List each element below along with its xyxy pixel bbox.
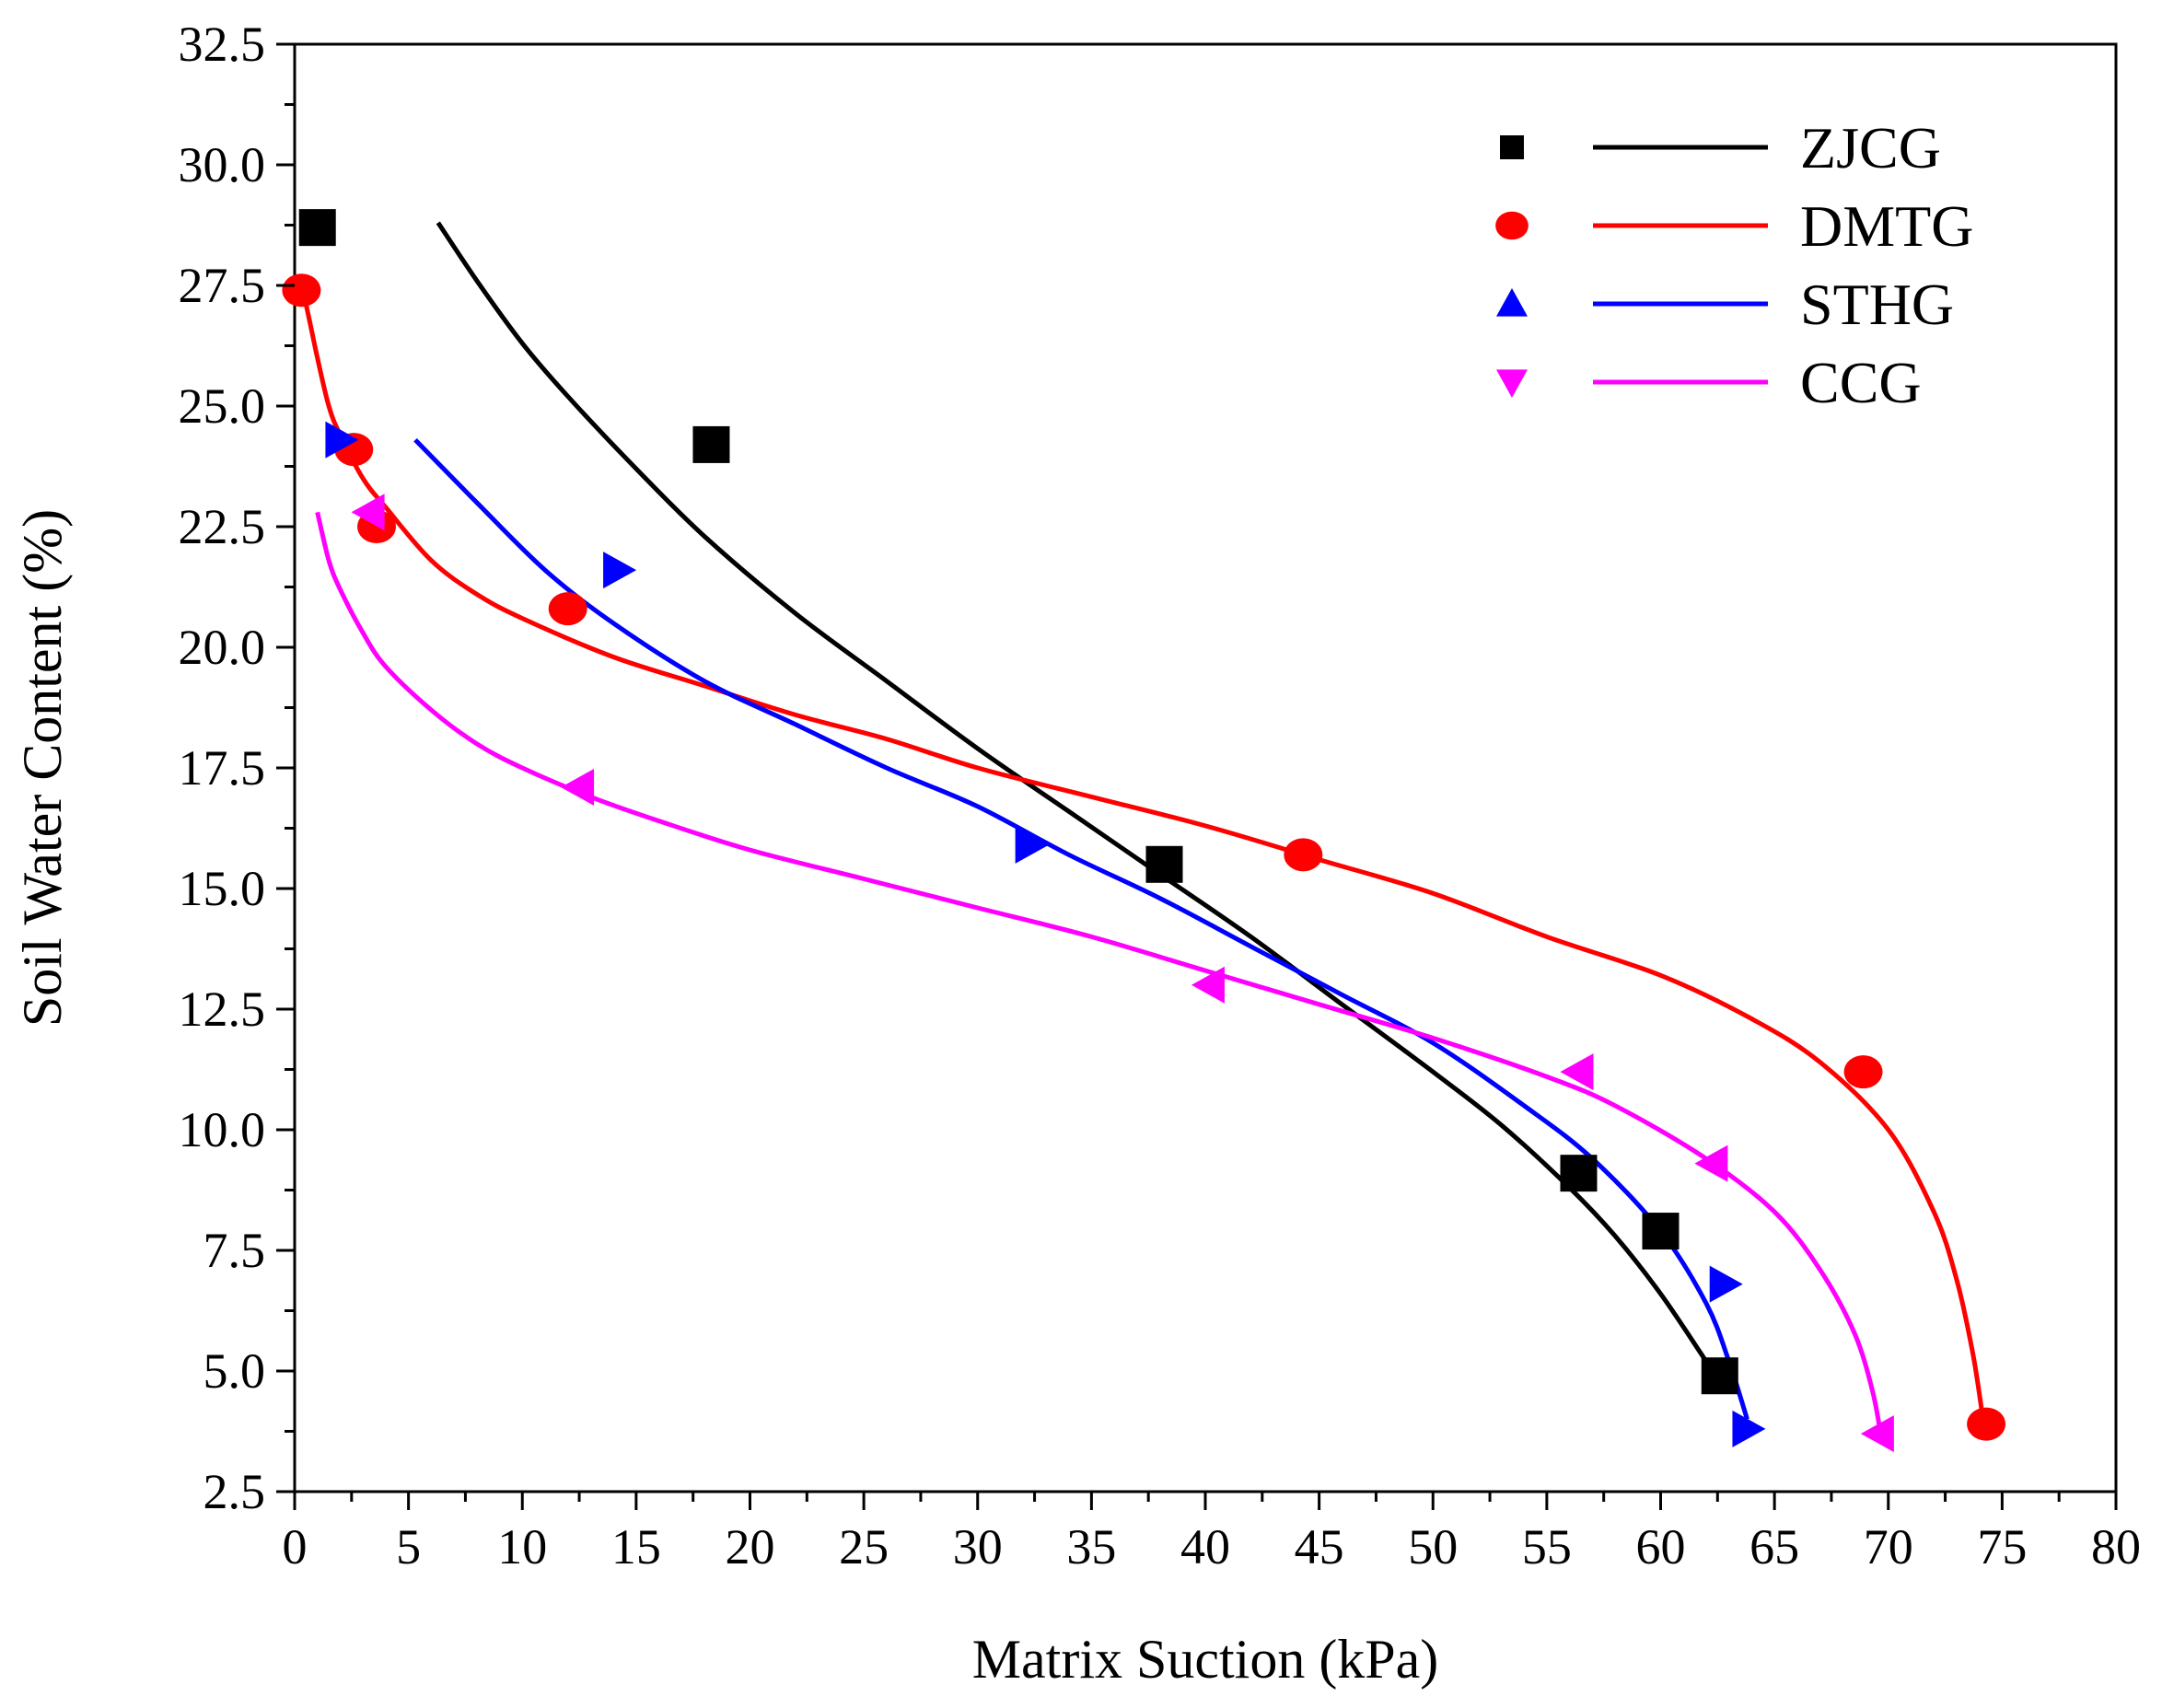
y-tick-label: 20.0	[179, 620, 266, 675]
legend-label-dmtg: DMTG	[1800, 193, 1973, 259]
data-point-ccg	[1191, 966, 1225, 1004]
y-tick-label: 12.5	[179, 982, 266, 1037]
data-point-zjcg	[1642, 1213, 1680, 1250]
data-point-zjcg	[1145, 845, 1183, 883]
data-point-zjcg	[1701, 1357, 1738, 1395]
data-point-ccg	[351, 494, 385, 531]
plot-frame	[293, 42, 2118, 1493]
legend-label-sthg: STHG	[1800, 272, 1954, 337]
x-tick-label: 80	[2091, 1519, 2141, 1574]
y-tick-label: 17.5	[179, 740, 266, 796]
y-axis-ticks: 2.5 5.0 7.5 10.0 12.5 15.0 17.5 20.0 22.5 25.0 27.…	[179, 17, 295, 1519]
y-tick-label: 30.0	[179, 137, 266, 192]
data-point-sthg	[603, 552, 637, 589]
data-point-dmtg	[282, 273, 321, 308]
x-tick-label: 20	[726, 1519, 775, 1574]
y-tick-label: 32.5	[179, 17, 266, 72]
data-point-dmtg	[548, 592, 587, 626]
data-point-zjcg	[298, 209, 336, 247]
x-tick-label: 60	[1636, 1519, 1686, 1574]
y-tick-label: 22.5	[179, 499, 266, 554]
x-tick-label: 35	[1066, 1519, 1116, 1574]
fit-line-ccg	[315, 511, 1884, 1439]
data-point-dmtg	[1967, 1407, 2006, 1441]
y-axis-title: Soil Water Content (%)	[12, 509, 73, 1027]
legend-label-ccg: CCG	[1800, 350, 1922, 415]
y-tick-label: 15.0	[179, 861, 266, 916]
fit-line-zjcg	[436, 221, 1725, 1388]
legend: ZJCG DMTG STHG CCG	[1495, 115, 1973, 415]
legend-marker-ccg	[1496, 369, 1528, 398]
x-axis-title: Matrix Suction (kPa)	[972, 1629, 1439, 1690]
x-tick-label: 70	[1864, 1519, 1913, 1574]
data-point-zjcg	[692, 425, 730, 463]
data-point-sthg	[1732, 1410, 1766, 1447]
x-tick-label: 40	[1180, 1519, 1230, 1574]
data-point-ccg	[561, 768, 595, 806]
x-axis-ticks: 0 5 10 15 20 25 30 35 40 45 50 55 60 65 70 75 80	[283, 1492, 2141, 1574]
fit-line-sthg	[413, 437, 1749, 1421]
y-tick-label: 2.5	[203, 1464, 266, 1519]
fit-curves	[296, 221, 1984, 1439]
y-tick-label: 7.5	[203, 1223, 266, 1278]
data-point-sthg	[325, 421, 359, 459]
data-point-zjcg	[1560, 1155, 1598, 1192]
data-point-ccg	[1560, 1053, 1594, 1091]
x-tick-label: 0	[283, 1519, 308, 1574]
plot-border	[293, 42, 2118, 1493]
y-tick-label: 10.0	[179, 1102, 266, 1157]
data-point-sthg	[1709, 1265, 1743, 1303]
x-tick-label: 75	[1977, 1519, 2027, 1574]
legend-marker-zjcg	[1500, 135, 1524, 159]
legend-label-zjcg: ZJCG	[1800, 115, 1941, 180]
x-tick-label: 30	[953, 1519, 1003, 1574]
data-point-sthg	[1015, 826, 1049, 864]
x-tick-label: 45	[1295, 1519, 1344, 1574]
data-point-ccg	[1860, 1415, 1894, 1453]
x-tick-label: 25	[839, 1519, 889, 1574]
y-tick-label: 27.5	[179, 258, 266, 313]
data-markers	[282, 209, 2006, 1453]
data-point-dmtg	[1284, 838, 1323, 872]
x-tick-label: 10	[497, 1519, 547, 1574]
legend-marker-sthg	[1496, 288, 1528, 317]
y-tick-label: 5.0	[203, 1343, 266, 1399]
legend-marker-dmtg	[1495, 211, 1529, 240]
y-tick-label: 25.0	[179, 378, 266, 434]
fit-line-dmtg	[296, 280, 1984, 1411]
x-tick-label: 5	[396, 1519, 421, 1574]
x-tick-label: 65	[1749, 1519, 1799, 1574]
data-point-ccg	[1694, 1144, 1728, 1182]
data-point-dmtg	[1843, 1055, 1883, 1089]
x-tick-label: 50	[1408, 1519, 1458, 1574]
x-tick-label: 15	[611, 1519, 661, 1574]
x-tick-label: 55	[1522, 1519, 1572, 1574]
